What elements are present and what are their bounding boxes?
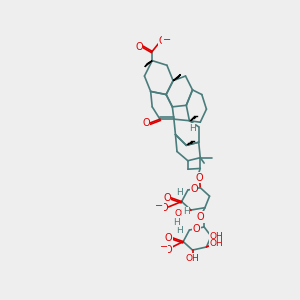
Text: O: O xyxy=(193,224,201,233)
Text: OH: OH xyxy=(210,232,224,241)
Text: O: O xyxy=(165,233,172,243)
Text: OH: OH xyxy=(210,239,224,248)
Text: H: H xyxy=(174,218,180,227)
Text: O: O xyxy=(163,193,171,203)
Text: O: O xyxy=(158,36,166,46)
Text: O: O xyxy=(160,203,168,214)
Text: H: H xyxy=(176,226,183,235)
Text: O: O xyxy=(142,118,150,128)
Text: OH: OH xyxy=(175,208,188,217)
Text: −: − xyxy=(160,242,168,252)
Text: O: O xyxy=(196,212,204,222)
Polygon shape xyxy=(173,74,181,81)
Text: H: H xyxy=(189,124,196,133)
Text: O: O xyxy=(196,173,203,183)
Polygon shape xyxy=(145,61,152,67)
Text: O: O xyxy=(190,184,198,194)
Text: H: H xyxy=(183,207,190,216)
Text: −: − xyxy=(163,35,171,45)
Text: O: O xyxy=(135,42,143,52)
Text: H: H xyxy=(176,188,183,197)
Text: OH: OH xyxy=(186,254,200,263)
Text: O: O xyxy=(165,245,172,255)
Text: −: − xyxy=(155,201,163,211)
